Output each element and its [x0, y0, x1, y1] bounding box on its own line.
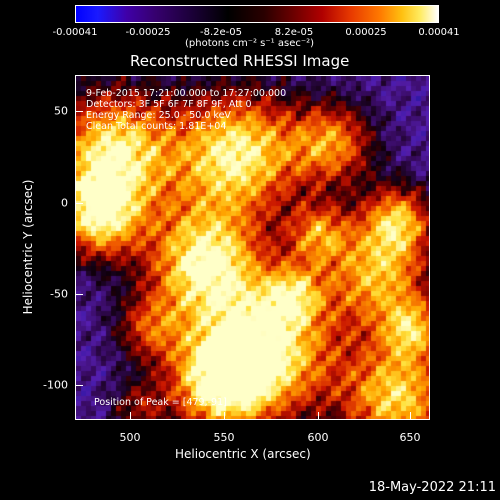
plot-timestamp: 18-May-2022 21:11: [368, 480, 496, 495]
x-tick-label: 500: [119, 431, 141, 444]
y-tick-label: 50: [54, 104, 68, 118]
colorbar-tick: 8.2e-05: [274, 27, 314, 38]
y-tick-mark: [75, 111, 83, 112]
colorbar-tick: -8.2e-05: [200, 27, 242, 38]
x-tick-label: 550: [213, 431, 235, 444]
x-tick-mark: [318, 412, 319, 420]
annotation-energy: Energy Range: 25.0 - 50.0 keV: [86, 110, 231, 121]
x-tick-mark: [410, 412, 411, 420]
colorbar-tick: -0.00041: [52, 27, 98, 38]
y-tick-mark: [75, 385, 83, 386]
y-tick-label: -100: [43, 378, 68, 392]
colorbar-tick: -0.00025: [125, 27, 171, 38]
peak-position: Position of Peak = [479,-91]: [94, 397, 227, 408]
colorbar: [75, 5, 439, 23]
y-tick-label: 0: [61, 196, 68, 210]
colorbar-tick: 0.00025: [345, 27, 387, 38]
plot-title: Reconstructed RHESSI Image: [130, 52, 350, 70]
colorbar-tick: 0.00041: [418, 27, 460, 38]
heatmap-image: [76, 76, 429, 419]
x-tick-mark: [130, 412, 131, 420]
annotation-time: 9-Feb-2015 17:21:00.000 to 17:27:00.000: [86, 88, 287, 99]
annotation-counts: Clean Total counts: 1.81E+04: [86, 121, 227, 132]
y-tick-mark: [75, 294, 83, 295]
heatmap-plot: [75, 75, 430, 420]
annotation-detectors: Detectors: 3F 5F 6F 7F 8F 9F, Att 0: [86, 99, 252, 110]
x-tick-mark: [224, 412, 225, 420]
y-tick-label: -50: [50, 287, 68, 301]
x-tick-label: 600: [307, 431, 329, 444]
y-tick-mark: [75, 203, 83, 204]
colorbar-units: (photons cm⁻² s⁻¹ asec⁻²): [185, 38, 315, 49]
x-tick-label: 650: [399, 431, 421, 444]
x-axis-label: Heliocentric X (arcsec): [175, 447, 311, 461]
y-axis-label: Heliocentric Y (arcsec): [21, 179, 35, 315]
